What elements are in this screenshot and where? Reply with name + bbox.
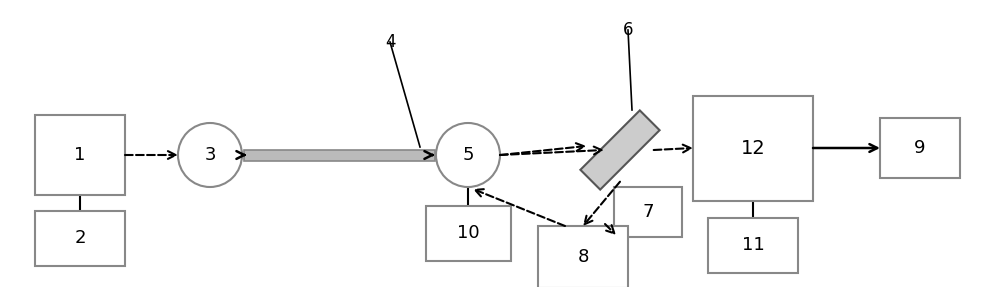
Text: 2: 2 — [74, 229, 86, 247]
Text: 4: 4 — [385, 33, 395, 51]
Text: 10: 10 — [457, 224, 479, 242]
Bar — [35, 115, 125, 195]
Ellipse shape — [436, 123, 500, 187]
Text: 11: 11 — [742, 236, 764, 254]
Text: 7: 7 — [642, 203, 654, 221]
Text: 1: 1 — [74, 146, 86, 164]
Bar — [244, 150, 435, 160]
Bar — [538, 226, 628, 287]
Text: 12: 12 — [741, 139, 765, 158]
Bar — [693, 96, 813, 201]
Bar — [35, 210, 125, 265]
Bar — [880, 118, 960, 178]
Bar — [708, 218, 798, 272]
Ellipse shape — [178, 123, 242, 187]
Text: 5: 5 — [462, 146, 474, 164]
Text: 3: 3 — [204, 146, 216, 164]
Text: 8: 8 — [577, 248, 589, 266]
Text: 9: 9 — [914, 139, 926, 157]
Text: 6: 6 — [623, 21, 633, 39]
Polygon shape — [580, 110, 660, 190]
Bar — [426, 205, 511, 261]
Bar — [614, 187, 682, 237]
